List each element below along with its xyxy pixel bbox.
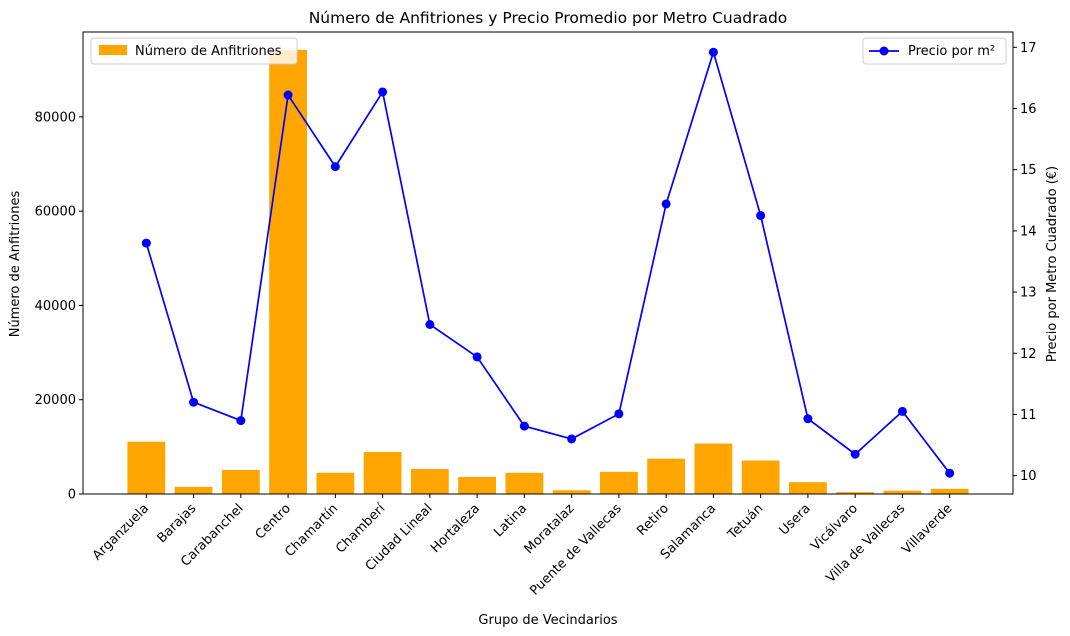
bar-5 [363, 452, 402, 494]
bar-13 [741, 460, 780, 494]
x-tick-label: Tetuán [725, 501, 767, 543]
price-point-6 [425, 319, 435, 329]
price-point-12 [708, 47, 718, 57]
bar-17 [930, 488, 969, 494]
bar-6 [410, 469, 449, 494]
price-point-0 [141, 238, 151, 248]
x-tick-label: Hortaleza [428, 501, 483, 556]
bar-8 [505, 472, 544, 494]
legend-hosts: Número de Anfitriones [90, 37, 298, 65]
price-point-7 [472, 352, 482, 362]
x-tick-label: Retiro [634, 501, 672, 539]
bar-0 [127, 441, 166, 494]
y-right-tick-label: 13 [1020, 286, 1037, 301]
y-right-tick-label: 11 [1020, 408, 1037, 423]
bar-11 [647, 458, 686, 494]
price-point-4 [330, 162, 340, 172]
x-tick-label: Puente de Vallecas [527, 501, 624, 598]
price-point-1 [189, 397, 199, 407]
legend-price-label: Precio por m² [908, 44, 995, 59]
y-left-tick-label: 20000 [35, 393, 76, 408]
y-left-tick-label: 60000 [35, 205, 76, 220]
bar-1 [174, 486, 213, 494]
price-point-2 [236, 416, 246, 426]
price-point-14 [803, 414, 813, 424]
y-left-tick-label: 80000 [35, 110, 76, 125]
legend-hosts-label: Número de Anfitriones [135, 44, 282, 59]
price-point-13 [756, 211, 766, 221]
bar-3 [269, 49, 307, 495]
y-right-tick-label: 10 [1020, 469, 1037, 484]
x-tick-label: Villaverde [899, 501, 955, 557]
x-tick-label: Villa de Vallecas [823, 501, 908, 586]
legend-price-marker [879, 46, 889, 56]
plot-frame [82, 31, 1014, 495]
bar-10 [599, 471, 638, 494]
price-line [145, 49, 951, 474]
price-point-17 [945, 468, 955, 478]
y-right-tick-label: 16 [1020, 102, 1037, 117]
price-point-8 [519, 421, 529, 431]
bar-7 [458, 477, 497, 494]
bar-14 [789, 482, 827, 494]
price-point-15 [850, 449, 860, 459]
y-left-tick-label: 40000 [35, 299, 76, 314]
bar-2 [221, 469, 260, 494]
price-point-5 [378, 87, 388, 97]
y-left-tick-label: 0 [68, 488, 76, 503]
y-right-tick-label: 15 [1020, 163, 1037, 178]
bar-16 [883, 490, 922, 494]
x-tick-label: Barajas [154, 501, 199, 546]
chart-title: Número de Anfitriones y Precio Promedio … [309, 9, 788, 27]
y-right-tick-label: 12 [1020, 347, 1037, 362]
legend-hosts-swatch [99, 45, 127, 55]
bar-4 [316, 472, 355, 494]
price-point-11 [661, 199, 671, 209]
bar-12 [694, 443, 733, 494]
price-point-9 [567, 434, 577, 444]
legend-price: Precio por m² [862, 37, 1007, 65]
y-axis-right-title: Precio por Metro Cuadrado (€) [1045, 166, 1060, 362]
x-tick-label: Centro [253, 501, 294, 542]
y-axis-left-title: Número de Anfitriones [8, 191, 23, 338]
price-point-3 [283, 90, 293, 100]
y-right-tick-label: 14 [1020, 224, 1037, 239]
price-point-10 [614, 409, 624, 419]
x-tick-label: Usera [777, 501, 814, 538]
x-axis-title: Grupo de Vecindarios [478, 613, 617, 628]
y-right-tick-label: 17 [1020, 41, 1037, 56]
x-tick-label: Arganzuela [90, 501, 152, 563]
axes: 0 20000 40000 60000 80000 10 11 12 13 14 15 16 17 Arg… [35, 31, 1037, 599]
bar-9 [552, 490, 591, 494]
x-tick-label: Latina [491, 501, 530, 540]
bar-15 [836, 492, 875, 494]
price-point-16 [897, 406, 907, 416]
plot-area [127, 47, 969, 495]
